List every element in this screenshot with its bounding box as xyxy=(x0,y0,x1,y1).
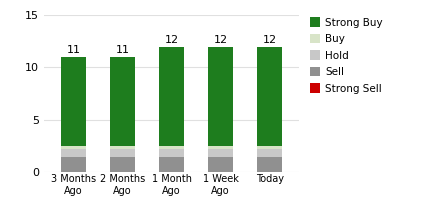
Bar xyxy=(110,157,135,172)
Bar xyxy=(61,146,86,149)
Bar xyxy=(61,157,86,172)
Bar xyxy=(209,149,233,157)
Text: 12: 12 xyxy=(213,35,228,45)
Bar xyxy=(209,47,233,146)
Text: 11: 11 xyxy=(66,46,81,55)
Text: 12: 12 xyxy=(263,35,277,45)
Bar xyxy=(257,157,282,172)
Bar xyxy=(61,149,86,157)
Bar xyxy=(61,57,86,146)
Bar xyxy=(159,47,184,146)
Bar xyxy=(159,149,184,157)
Bar xyxy=(110,146,135,149)
Bar xyxy=(209,146,233,149)
Text: 12: 12 xyxy=(165,35,179,45)
Legend: Strong Buy, Buy, Hold, Sell, Strong Sell: Strong Buy, Buy, Hold, Sell, Strong Sell xyxy=(309,17,383,94)
Bar xyxy=(257,149,282,157)
Bar xyxy=(159,146,184,149)
Bar xyxy=(209,157,233,172)
Bar xyxy=(110,57,135,146)
Bar xyxy=(257,146,282,149)
Bar xyxy=(110,149,135,157)
Text: 11: 11 xyxy=(116,46,129,55)
Bar xyxy=(257,47,282,146)
Bar xyxy=(159,157,184,172)
